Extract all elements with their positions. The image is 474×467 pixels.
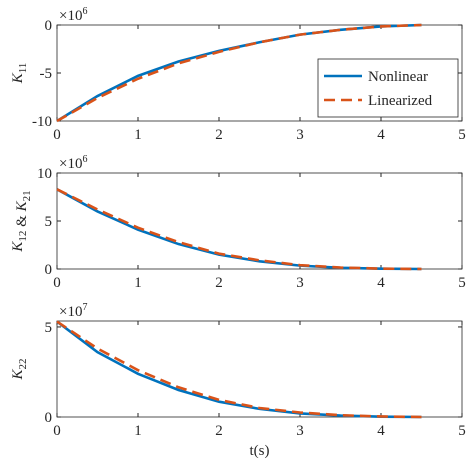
subplot: 0 1 2 3 4 5 -10 -5 0 ×106 K11 Nonlinear Linearized (10, 6, 466, 143)
x-tick-label: 4 (377, 127, 385, 143)
data-line (56, 23, 422, 123)
multiplier-exp: 7 (82, 302, 87, 313)
x-tick-label: 3 (296, 275, 304, 291)
multiplier-base: ×10 (59, 156, 82, 172)
x-tick-label: 1 (134, 275, 142, 291)
legend: Nonlinear Linearized (317, 58, 459, 118)
label-text: K (10, 369, 26, 381)
data-line (56, 188, 422, 271)
x-tick-label: 0 (53, 275, 61, 291)
y-tick-label: 0 (45, 262, 53, 278)
y-tick-label: 0 (45, 410, 53, 426)
y-tick-label: 0 (45, 18, 53, 34)
x-tick-label: 2 (215, 275, 223, 291)
multiplier-base: ×10 (59, 304, 82, 320)
y-axis-label: K22 (10, 358, 29, 380)
x-tick-label: 2 (215, 423, 223, 439)
data-line (56, 320, 422, 419)
y-tick-label: 10 (37, 166, 52, 182)
label-text: K (10, 72, 26, 84)
label-sub: 21 (21, 190, 33, 201)
x-tick-label: 3 (296, 423, 304, 439)
y-axis-label: K12 & K21 (10, 190, 33, 252)
multiplier: ×106 (59, 6, 87, 24)
label-text: & (14, 211, 30, 230)
x-tick-label: 0 (53, 127, 61, 143)
label-sub: 22 (17, 358, 29, 369)
label-text: K (14, 200, 30, 212)
x-tick-label: 0 (53, 423, 61, 439)
legend-label: Linearized (368, 93, 433, 109)
y-tick-label: -5 (40, 66, 53, 82)
axes-box (56, 320, 463, 418)
multiplier: ×106 (59, 154, 87, 172)
y-axis-label: K11 (10, 63, 29, 85)
x-tick-label: 3 (296, 127, 304, 143)
multiplier-exp: 6 (82, 154, 87, 165)
x-tick-label: 4 (377, 423, 385, 439)
legend-label: Nonlinear (368, 69, 428, 85)
multiplier: ×107 (59, 302, 87, 320)
x-tick-label: 5 (458, 275, 466, 291)
label-text: K (10, 241, 26, 253)
x-tick-label: 5 (458, 127, 466, 143)
subplot: 0 1 2 3 4 5 0 5 ×107 K22 t(s) (10, 302, 466, 459)
legend-box (317, 58, 459, 118)
multiplier-exp: 6 (82, 6, 87, 17)
x-tick-label: 1 (134, 423, 142, 439)
label-sub: 12 (17, 231, 29, 242)
x-tick-label: 2 (215, 127, 223, 143)
x-tick-label: 5 (458, 423, 466, 439)
x-tick-label: 4 (377, 275, 385, 291)
y-tick-label: 5 (45, 320, 53, 336)
y-tick-label: -10 (32, 114, 52, 130)
multiplier-base: ×10 (59, 8, 82, 24)
x-axis-label: t(s) (250, 443, 270, 459)
x-tick-label: 1 (134, 127, 142, 143)
y-tick-label: 5 (45, 214, 53, 230)
label-sub: 11 (17, 63, 29, 74)
